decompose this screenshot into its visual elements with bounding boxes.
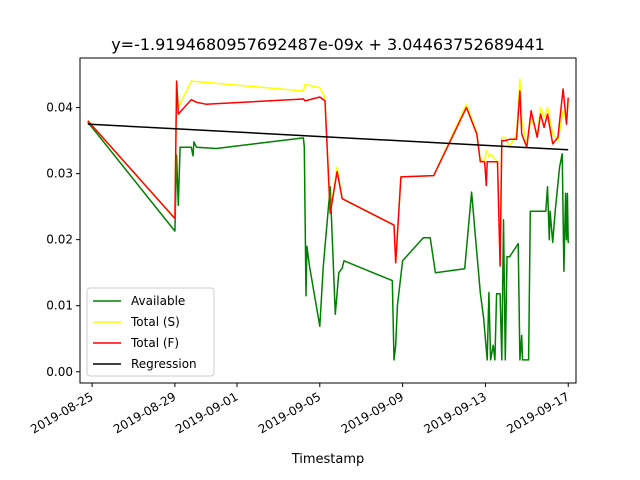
x-axis-label: Timestamp: [291, 452, 365, 467]
y-axis: 0.00 0.01 0.02 0.03 0.04: [46, 101, 80, 379]
y-tick-label: 0.03: [46, 167, 73, 181]
series-line-regression: [87, 123, 569, 151]
y-tick-label: 0.00: [46, 365, 73, 379]
legend-label: Available: [131, 294, 185, 308]
legend-box: [86, 287, 215, 377]
legend-entry: Total (S): [93, 315, 180, 329]
legend-label: Regression: [131, 357, 197, 371]
legend-entry: Total (F): [93, 336, 179, 350]
series-line-total-s: [87, 78, 569, 264]
y-tick-label: 0.01: [46, 299, 73, 313]
series-layer: [87, 78, 569, 361]
plot-frame: [79, 57, 577, 384]
series-line-total-f: [87, 80, 569, 267]
legend: Available Total (S) Total (F) Regression: [86, 287, 215, 377]
y-tick-label: 0.04: [46, 101, 73, 115]
legend-label: Total (S): [130, 315, 180, 329]
chart-title: y=-1.9194680957692487e-09x + 3.044637526…: [111, 35, 545, 54]
series-line-available: [87, 121, 569, 361]
legend-entry: Regression: [93, 357, 197, 371]
y-tick-label: 0.02: [46, 233, 73, 247]
legend-entry: Available: [93, 294, 185, 308]
legend-label: Total (F): [130, 336, 179, 350]
